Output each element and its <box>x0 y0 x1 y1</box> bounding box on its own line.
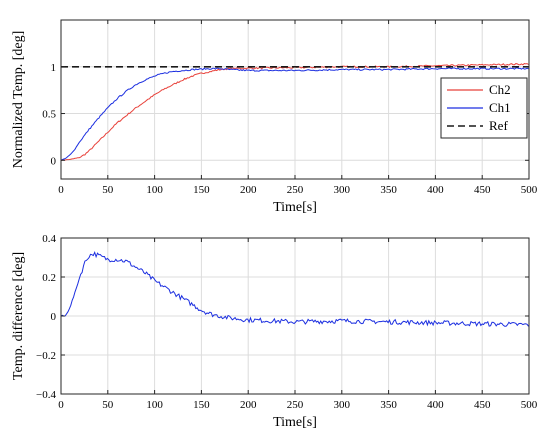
x-tick-label: 350 <box>380 399 397 411</box>
x-tick-label: 400 <box>427 184 444 196</box>
top-plot: 0 50 100 150 200 250 300 350 400 450 500 0 0.5 1 Time[… <box>11 19 538 215</box>
legend-label-ref: Ref <box>489 118 508 133</box>
bottom-plot: 0 50 100 150 200 250 300 350 400 450 500 −0.4 −0.2 0 0… <box>11 233 538 430</box>
x-tick-label: 300 <box>334 399 351 411</box>
y-axis-label: Temp. difference [deg] <box>11 252 26 380</box>
x-tick-label: 150 <box>193 184 210 196</box>
x-tick-label: 0 <box>58 399 64 411</box>
x-tick-label: 350 <box>380 184 397 196</box>
y-axis-label: Normalized Temp. [deg] <box>11 31 26 169</box>
x-tick-label: 50 <box>102 399 114 411</box>
x-tick-label: 150 <box>193 399 210 411</box>
y-tick-label: −0.2 <box>36 350 56 362</box>
y-tick-label: 0 <box>51 155 57 167</box>
x-tick-label: 500 <box>521 399 538 411</box>
x-tick-label: 100 <box>146 184 163 196</box>
y-tick-label: 0.2 <box>42 272 56 284</box>
x-tick-label: 200 <box>240 184 257 196</box>
y-tick-label: 0 <box>51 311 57 323</box>
x-tick-label: 500 <box>521 184 538 196</box>
y-tick-label: 0.4 <box>42 233 56 245</box>
x-axis-label: Time[s] <box>273 200 317 215</box>
x-tick-label: 250 <box>287 399 304 411</box>
x-tick-label: 300 <box>334 184 351 196</box>
y-tick-label: 0.5 <box>42 109 56 121</box>
x-tick-label: 100 <box>146 399 163 411</box>
legend-label-ch1: Ch1 <box>489 100 511 115</box>
x-tick-label: 400 <box>427 399 444 411</box>
legend: Ch2 Ch1 Ref <box>440 77 528 139</box>
series-line-ch1 <box>61 67 529 161</box>
y-tick-label: −0.4 <box>36 389 56 401</box>
x-tick-label: 50 <box>102 184 114 196</box>
legend-label-ch2: Ch2 <box>489 82 511 97</box>
x-tick-label: 200 <box>240 399 257 411</box>
x-tick-label: 450 <box>474 184 491 196</box>
x-axis-label: Time[s] <box>273 415 317 430</box>
series-line-difference <box>61 251 529 327</box>
y-tick-label: 1 <box>51 62 57 74</box>
x-tick-label: 250 <box>287 184 304 196</box>
x-tick-label: 450 <box>474 399 491 411</box>
x-tick-label: 0 <box>58 184 64 196</box>
